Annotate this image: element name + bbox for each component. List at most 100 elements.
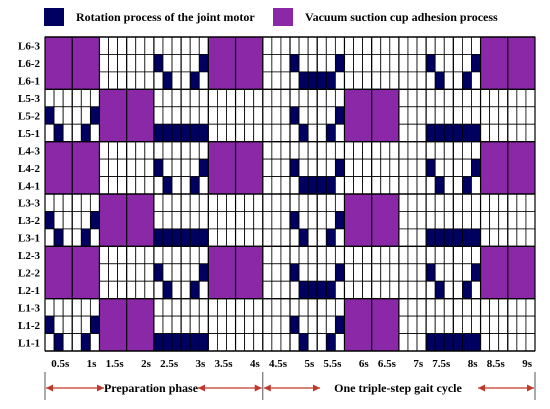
grid-cell bbox=[280, 88, 291, 108]
grid-cell bbox=[226, 193, 236, 212]
grid-cell bbox=[443, 176, 454, 195]
grid-cell bbox=[217, 333, 227, 352]
motor-cell bbox=[434, 333, 445, 352]
grid-cell bbox=[89, 88, 100, 108]
grid-cell bbox=[189, 88, 200, 108]
grid-cell bbox=[126, 71, 137, 90]
grid-cell bbox=[425, 245, 436, 265]
grid-cell bbox=[371, 263, 382, 282]
row-label: L1-2 bbox=[18, 320, 41, 332]
grid-cell bbox=[271, 280, 282, 300]
grid-cell bbox=[53, 193, 64, 212]
motor-cell bbox=[325, 228, 336, 247]
grid-cell bbox=[525, 88, 536, 108]
motor-cell bbox=[434, 280, 445, 300]
motor-cell bbox=[425, 228, 436, 247]
grid-cell bbox=[235, 123, 246, 143]
legend-suction-swatch bbox=[273, 8, 293, 26]
grid-cell bbox=[416, 333, 427, 352]
grid-cell bbox=[271, 54, 282, 73]
grid-cell bbox=[44, 123, 55, 143]
motor-cell bbox=[434, 176, 445, 195]
grid-cell bbox=[253, 193, 264, 212]
grid-cell bbox=[325, 158, 336, 177]
motor-cell bbox=[298, 71, 309, 90]
grid-cell bbox=[325, 211, 336, 230]
grid-cell bbox=[217, 193, 227, 212]
grid-cell bbox=[108, 245, 118, 265]
grid-cell bbox=[126, 280, 137, 300]
grid-cell bbox=[262, 315, 273, 334]
grid-cell bbox=[434, 158, 445, 177]
grid-cell bbox=[271, 211, 282, 230]
motor-cell bbox=[153, 123, 164, 143]
grid-cell bbox=[471, 298, 481, 317]
grid-cell bbox=[262, 176, 273, 195]
grid-cell bbox=[462, 54, 472, 73]
motor-cell bbox=[171, 333, 182, 352]
grid-cell bbox=[244, 193, 255, 212]
grid-cell bbox=[271, 158, 282, 177]
grid-cell bbox=[180, 54, 191, 73]
row-label: L1-3 bbox=[18, 302, 41, 314]
grid-cell bbox=[516, 88, 527, 108]
grid-cell bbox=[353, 54, 363, 73]
grid-cell bbox=[244, 211, 255, 230]
grid-cell bbox=[144, 176, 155, 195]
grid-cell bbox=[353, 176, 363, 195]
grid-cell bbox=[452, 106, 463, 125]
grid-cell bbox=[325, 54, 336, 73]
motor-cell bbox=[471, 158, 481, 177]
grid-cell bbox=[325, 263, 336, 282]
grid-cell bbox=[271, 141, 282, 160]
grid-cell bbox=[171, 88, 182, 108]
motor-cell bbox=[198, 228, 209, 247]
grid-cell bbox=[407, 158, 418, 177]
row-label: L3-1 bbox=[18, 233, 40, 245]
row-labels: L6-3 L6-2 L6-1 L5-3 L5-2 L5-1 L4-3 L4-2 L4-1 L3-3… bbox=[18, 41, 41, 350]
grid-cell bbox=[44, 333, 55, 352]
grid-cell bbox=[353, 158, 363, 177]
grid-cell bbox=[307, 228, 318, 247]
grid-cell bbox=[316, 88, 327, 108]
motor-cell bbox=[198, 54, 209, 73]
grid-cell bbox=[334, 176, 345, 195]
grid-cell bbox=[253, 228, 264, 247]
x-tick-label: 6.5s bbox=[378, 358, 397, 370]
grid-cell bbox=[471, 106, 481, 125]
grid-cell bbox=[416, 54, 427, 73]
grid-cell bbox=[380, 280, 391, 300]
grid-cell bbox=[189, 298, 200, 317]
grid-cell bbox=[398, 263, 409, 282]
grid-cell bbox=[325, 88, 336, 108]
grid-cell bbox=[462, 141, 472, 160]
motor-cell bbox=[425, 123, 436, 143]
grid-cell bbox=[489, 298, 500, 317]
motor-cell bbox=[325, 333, 336, 352]
grid-cell bbox=[99, 245, 109, 265]
grid-cell bbox=[189, 263, 200, 282]
grid-cell bbox=[289, 123, 300, 143]
grid-cell bbox=[434, 193, 445, 212]
grid-cell bbox=[398, 228, 409, 247]
grid-cell bbox=[207, 333, 218, 352]
grid-cell bbox=[253, 106, 264, 125]
motor-cell bbox=[162, 71, 173, 90]
grid-cell bbox=[207, 298, 218, 317]
grid-cell bbox=[135, 245, 146, 265]
grid-cell bbox=[162, 245, 173, 265]
grid-cell bbox=[452, 36, 463, 55]
grid-cell bbox=[371, 176, 382, 195]
grid-cell bbox=[425, 88, 436, 108]
grid-cell bbox=[480, 88, 491, 108]
grid-cell bbox=[298, 88, 309, 108]
grid-cell bbox=[416, 315, 427, 334]
grid-cell bbox=[425, 193, 436, 212]
grid-cell bbox=[316, 245, 327, 265]
motor-cell bbox=[162, 123, 173, 143]
grid-cell bbox=[117, 141, 128, 160]
motor-cell bbox=[434, 123, 445, 143]
grid-cell bbox=[298, 106, 309, 125]
grid-cell bbox=[80, 193, 91, 212]
grid-cell bbox=[307, 263, 318, 282]
